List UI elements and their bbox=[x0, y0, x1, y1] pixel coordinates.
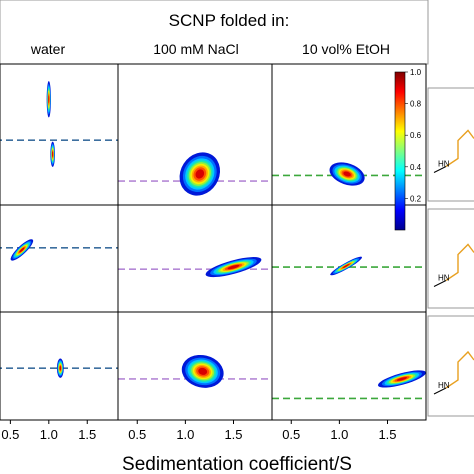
contour-level-9 bbox=[198, 367, 208, 375]
structure-panels: HN HN HN bbox=[427, 87, 474, 417]
backbone-bond bbox=[433, 280, 447, 287]
contour-level-9 bbox=[396, 377, 408, 381]
structure-bonds bbox=[445, 350, 474, 389]
column-title-etoh: 10 vol% EtOH bbox=[302, 41, 390, 57]
structure-label-hn: HN bbox=[438, 274, 450, 283]
colorbar-tick-label: 0.8 bbox=[410, 100, 422, 109]
structure-label-hn: HN bbox=[438, 160, 450, 169]
contour-level-9 bbox=[52, 151, 54, 157]
panel-r3-2 bbox=[271, 311, 427, 421]
panel-r1-0 bbox=[0, 63, 119, 206]
contour-level-9 bbox=[227, 264, 240, 270]
x-tick-label: 1.0 bbox=[40, 427, 58, 442]
panel-r1-2 bbox=[271, 63, 427, 206]
x-tick-label: 1.0 bbox=[176, 427, 194, 442]
x-tick-label: 1.0 bbox=[330, 427, 348, 442]
column-title-nacl: 100 mM NaCl bbox=[153, 41, 239, 57]
colorbar-tick-label: 0.2 bbox=[410, 194, 422, 203]
panel-frame bbox=[271, 311, 427, 421]
x-tick-label: 1.5 bbox=[78, 427, 96, 442]
x-axis-label: Sedimentation coefficient/S bbox=[122, 454, 352, 474]
structure-frame bbox=[427, 315, 474, 417]
contour-level-9 bbox=[343, 171, 351, 177]
panel-r2-0 bbox=[0, 204, 119, 313]
structure-bonds bbox=[445, 129, 474, 168]
contour-level-9 bbox=[19, 247, 25, 253]
panel-r3-0 bbox=[0, 311, 119, 421]
contour-level-9 bbox=[342, 263, 350, 268]
colorbar-ramp bbox=[394, 71, 406, 231]
backbone-bond bbox=[433, 387, 447, 395]
colorbar: 0.2 0.4 0.6 0.8 1.0 bbox=[394, 68, 422, 231]
panel-r1-1 bbox=[117, 63, 273, 206]
panel-r3-1 bbox=[117, 311, 273, 421]
colorbar-tick-label: 1.0 bbox=[410, 68, 422, 77]
contour-level-9 bbox=[195, 169, 205, 179]
structure-label-hn: HN bbox=[438, 381, 450, 390]
backbone-bond bbox=[433, 166, 447, 173]
x-tick-label: 0.5 bbox=[282, 427, 300, 442]
structure-frame bbox=[427, 208, 474, 309]
x-tick-label: 0.5 bbox=[1, 427, 19, 442]
column-title-water: water bbox=[30, 41, 66, 57]
x-tick-label: 0.5 bbox=[128, 427, 146, 442]
structure-frame bbox=[427, 87, 474, 202]
panel-r2-1 bbox=[117, 204, 273, 313]
x-axis: 0.5 1.0 1.5 0.5 1.0 1.5 0.5 1.0 1.5 bbox=[1, 420, 397, 442]
structure-bonds bbox=[445, 243, 474, 282]
x-tick-label: 1.5 bbox=[378, 427, 396, 442]
panel-frame bbox=[0, 63, 119, 206]
contour-panels bbox=[0, 63, 427, 421]
x-tick-label: 1.5 bbox=[224, 427, 242, 442]
colorbar-tick-label: 0.4 bbox=[410, 163, 422, 172]
colorbar-tick-label: 0.6 bbox=[410, 131, 422, 140]
chart-title: SCNP folded in: bbox=[169, 11, 290, 30]
contour-level-9 bbox=[48, 95, 50, 104]
contour-level-9 bbox=[59, 366, 62, 371]
